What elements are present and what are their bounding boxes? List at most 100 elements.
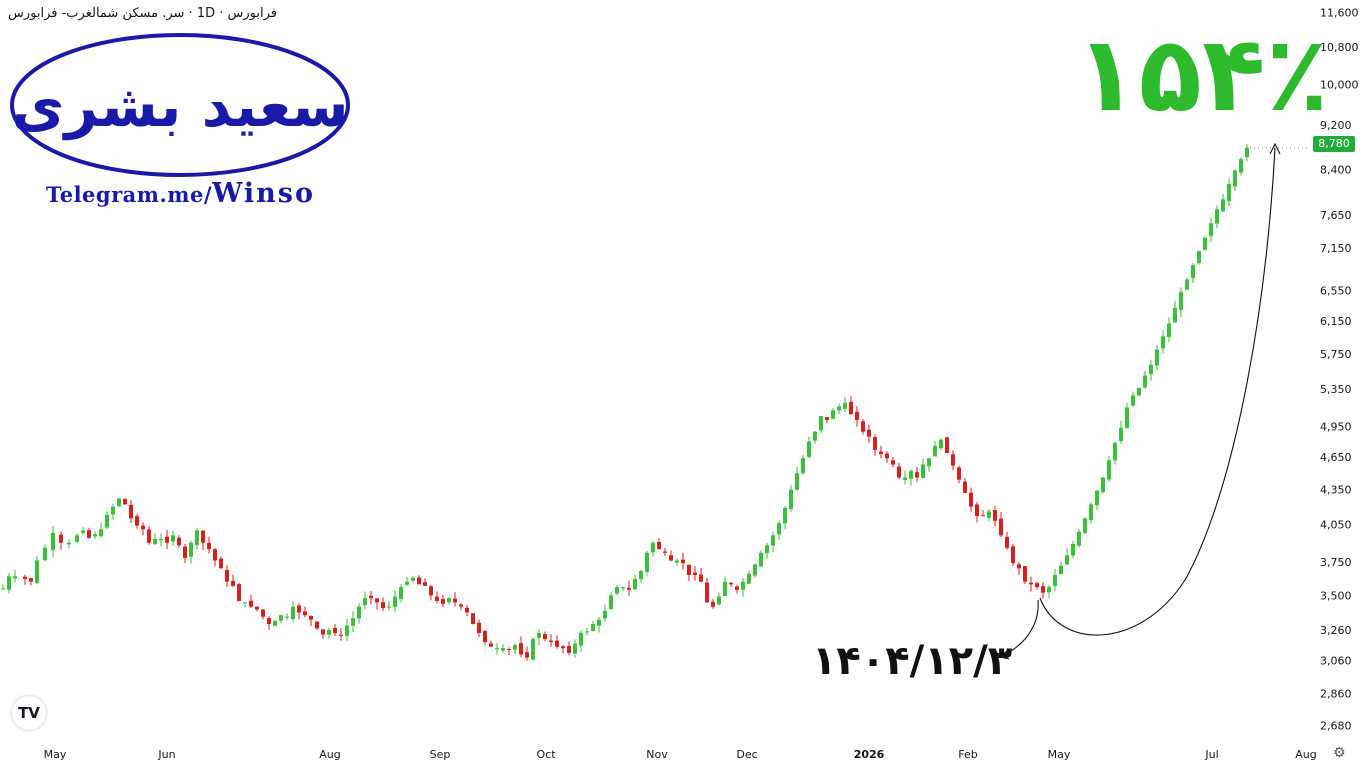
candle-down xyxy=(87,530,91,538)
arrow-head-left xyxy=(998,649,1010,660)
candle-up xyxy=(921,464,925,478)
candle-down xyxy=(453,598,457,603)
candle-down xyxy=(1017,564,1021,569)
candle-up xyxy=(1053,574,1057,586)
candle-down xyxy=(981,515,985,517)
candle-up xyxy=(639,570,643,580)
candle-down xyxy=(687,564,691,575)
candle-down xyxy=(141,525,145,530)
candle-down xyxy=(669,555,673,561)
candle-down xyxy=(465,607,469,613)
candle-up xyxy=(43,547,47,561)
candle-down xyxy=(303,611,307,616)
telegram-link[interactable]: Telegram.me/Winso xyxy=(46,178,315,209)
candle-down xyxy=(555,640,559,647)
symbol-title[interactable]: فرابورس · 1D · سر. مسکن شمالغرب- فرابورس xyxy=(8,6,277,21)
candle-up xyxy=(1059,565,1063,575)
candle-up xyxy=(933,445,937,457)
gear-icon[interactable]: ⚙ xyxy=(1333,745,1346,761)
candle-up xyxy=(75,535,79,542)
candle-up xyxy=(585,631,589,633)
candle-up xyxy=(153,539,157,545)
candle-up xyxy=(1083,518,1087,533)
candle-down xyxy=(177,537,181,546)
annotation-arrows xyxy=(998,142,1281,660)
candle-up xyxy=(987,511,991,518)
price-axis: 11,600 10,800 10,000 9,200 8,400 7,650 7,150 6,… xyxy=(1320,6,1359,732)
candle-up xyxy=(927,458,931,467)
candle-up xyxy=(357,606,361,619)
candle-down xyxy=(249,600,253,607)
candle-down xyxy=(267,618,271,625)
x-tick-label: Aug xyxy=(1295,748,1316,761)
candle-up xyxy=(579,632,583,646)
y-tick-label: 2,680 xyxy=(1320,719,1352,732)
candle-down xyxy=(975,504,979,517)
y-tick-label: 4,950 xyxy=(1320,421,1352,434)
candle-up xyxy=(1239,159,1243,173)
candle-up xyxy=(909,470,913,479)
x-tick-label: Jul xyxy=(1204,748,1218,761)
candle-up xyxy=(615,587,619,594)
candle-up xyxy=(831,410,835,419)
telegram-prefix: Telegram.me/ xyxy=(46,182,213,207)
candle-up xyxy=(741,581,745,590)
y-tick-label: 4,650 xyxy=(1320,451,1352,464)
y-tick-label: 9,200 xyxy=(1320,119,1352,132)
candle-up xyxy=(99,529,103,537)
y-tick-label: 3,060 xyxy=(1320,655,1352,668)
candle-up xyxy=(1227,184,1231,202)
y-tick-label: 2,860 xyxy=(1320,688,1352,701)
y-tick-label: 10,800 xyxy=(1320,41,1359,54)
candle-up xyxy=(753,564,757,576)
candle-up xyxy=(1203,237,1207,250)
candle-down xyxy=(561,646,565,649)
candle-down xyxy=(165,536,169,543)
candle-up xyxy=(1191,265,1195,279)
candle-up xyxy=(531,638,535,660)
candle-up xyxy=(633,578,637,590)
candle-up xyxy=(1221,199,1225,212)
candle-down xyxy=(23,576,27,579)
candle-up xyxy=(351,618,355,626)
arrow-head-up xyxy=(1269,142,1281,155)
candle-down xyxy=(549,640,553,643)
tradingview-logo[interactable]: TV xyxy=(12,696,46,730)
candle-up xyxy=(1065,555,1069,565)
y-tick-label: 5,750 xyxy=(1320,348,1352,361)
candle-up xyxy=(939,439,943,449)
time-axis: May Jun Aug Sep Oct Nov Dec 2026 Feb May Jul Aug xyxy=(44,748,1317,761)
gain-annotation: ۱۵۴٪ xyxy=(1075,13,1329,135)
candle-up xyxy=(291,606,295,620)
candle-down xyxy=(29,578,33,582)
candle-up xyxy=(675,560,679,563)
candle-up xyxy=(81,530,85,533)
candle-down xyxy=(999,518,1003,536)
y-tick-label: 5,350 xyxy=(1320,383,1352,396)
candle-up xyxy=(1143,375,1147,388)
candle-down xyxy=(369,595,373,599)
candle-up xyxy=(1101,477,1105,493)
candle-up xyxy=(813,431,817,441)
candle-up xyxy=(747,573,751,584)
candle-up xyxy=(771,535,775,546)
candle-up xyxy=(777,523,781,535)
y-tick-label: 3,750 xyxy=(1320,556,1352,569)
candle-up xyxy=(837,406,841,411)
candle-up xyxy=(35,560,39,583)
candle-up xyxy=(1245,147,1249,158)
candle-up xyxy=(171,535,175,542)
candle-down xyxy=(321,629,325,635)
candle-up xyxy=(597,619,601,626)
candle-up xyxy=(273,621,277,626)
x-tick-label: Nov xyxy=(646,748,668,761)
candle-down xyxy=(711,601,715,607)
y-tick-label: 6,150 xyxy=(1320,315,1352,328)
candle-down xyxy=(663,551,667,553)
candle-down xyxy=(945,437,949,453)
candle-up xyxy=(1,588,5,590)
candle-down xyxy=(417,577,421,585)
candle-down xyxy=(915,472,919,478)
candle-up xyxy=(717,596,721,605)
